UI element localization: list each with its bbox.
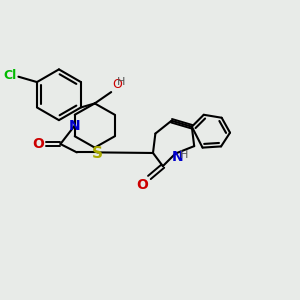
Text: O: O <box>32 137 44 151</box>
Text: H: H <box>180 150 188 160</box>
Text: H: H <box>117 77 125 87</box>
Text: N: N <box>172 150 184 164</box>
Text: S: S <box>92 146 103 161</box>
Text: N: N <box>68 118 80 133</box>
Text: O: O <box>112 79 122 92</box>
Text: O: O <box>136 178 148 192</box>
Text: Cl: Cl <box>4 69 17 82</box>
